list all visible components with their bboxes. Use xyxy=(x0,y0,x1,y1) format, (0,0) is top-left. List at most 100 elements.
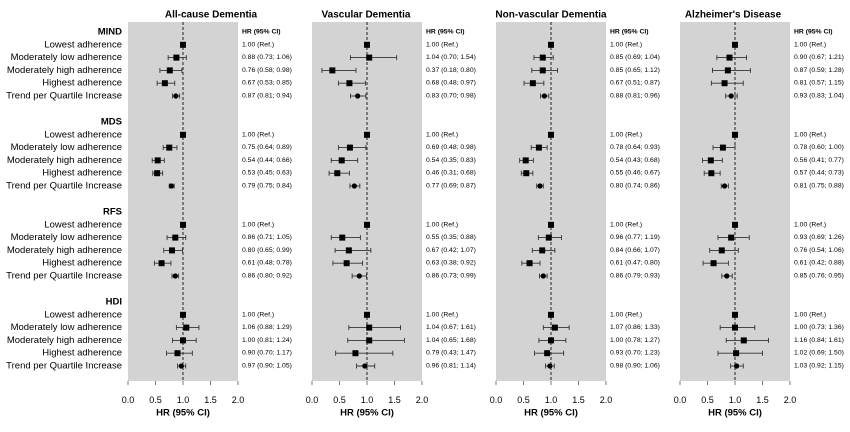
trend-hr-point xyxy=(355,93,361,99)
hr-square xyxy=(174,350,181,357)
hr-square xyxy=(338,157,345,164)
hr-ci-value: 0.54 (0.44; 0.66) xyxy=(242,157,292,164)
hr-square xyxy=(169,247,175,254)
hr-ci-value: 0.96 (0.81; 1.14) xyxy=(426,363,476,370)
x-axis-title: HR (95% CI) xyxy=(340,408,394,419)
x-tick-label: 0.5 xyxy=(149,395,162,405)
hr-ci-value: 1.00 (Ref.) xyxy=(426,221,458,228)
hr-ci-value: 1.04 (0.67; 1.61) xyxy=(426,324,476,331)
panel-non-vascular-dementia: Non-vascular Dementia HR (95% CI) 1.00 (Re… xyxy=(490,10,660,419)
hr-square xyxy=(544,350,551,357)
row-label-trend-per-quartile-increase: Trend per Quartile Increase xyxy=(6,361,122,372)
x-tick-label: 1.5 xyxy=(204,395,217,405)
trend-hr-point xyxy=(721,183,728,189)
hr-ci-value: 0.80 (0.65; 0.99) xyxy=(242,247,292,254)
hr-square xyxy=(535,144,542,151)
hr-square xyxy=(732,221,738,228)
hr-square xyxy=(710,260,717,267)
hr-ci-value: 0.61 (0.47; 0.80) xyxy=(610,260,660,267)
hr-ci-value: 0.55 (0.46; 0.67) xyxy=(610,170,660,177)
hr-ci-value: 0.87 (0.81; 0.94) xyxy=(242,93,292,100)
x-tick-label: 1.0 xyxy=(545,395,558,405)
hr-square xyxy=(548,41,554,48)
x-tick-label: 1.5 xyxy=(388,395,401,405)
x-tick-label: 1.5 xyxy=(756,395,769,405)
hr-square xyxy=(366,337,373,344)
row-label-moderately-low-adherence: Moderately low adherence xyxy=(11,322,122,333)
row-label-lowest-adherence: Lowest adherence xyxy=(44,219,122,230)
x-tick-label: 1.0 xyxy=(361,395,374,405)
hr-square xyxy=(539,67,546,74)
panel-title: Non-vascular Dementia xyxy=(495,10,607,21)
row-label-lowest-adherence: Lowest adherence xyxy=(44,309,122,320)
hr-column-header: HR (95% CI) xyxy=(794,29,833,36)
row-label-moderately-low-adherence: Moderately low adherence xyxy=(11,232,122,243)
hr-ci-value: 1.00 (Ref.) xyxy=(610,311,642,318)
x-tick-label: 1.0 xyxy=(729,395,742,405)
hr-square xyxy=(726,54,733,61)
panel-title: Alzheimer's Disease xyxy=(685,10,782,21)
row-label-trend-per-quartile-increase: Trend per Quartile Increase xyxy=(6,181,122,192)
row-label-highest-adherence: Highest adherence xyxy=(42,258,122,269)
hr-square xyxy=(166,67,173,74)
hr-ci-value: 1.07 (0.86; 1.33) xyxy=(610,324,660,331)
plot-background xyxy=(496,22,606,381)
hr-ci-value: 1.16 (0.84; 1.61) xyxy=(794,337,844,344)
trend-hr-point xyxy=(724,273,730,279)
plot-background xyxy=(680,22,790,381)
hr-square xyxy=(545,234,552,241)
trend-hr-point xyxy=(541,93,548,99)
hr-ci-value: 1.00 (Ref.) xyxy=(794,131,826,138)
hr-ci-value: 0.77 (0.69; 0.87) xyxy=(426,183,476,190)
hr-square xyxy=(548,311,554,318)
trend-hr-point xyxy=(172,273,178,279)
row-label-lowest-adherence: Lowest adherence xyxy=(44,39,122,50)
hr-ci-value: 1.00 (Ref.) xyxy=(794,41,826,48)
hr-ci-value: 1.03 (0.92; 1.15) xyxy=(794,363,844,370)
hr-square xyxy=(161,80,168,87)
hr-ci-value: 0.86 (0.73; 0.99) xyxy=(426,273,476,280)
hr-square xyxy=(180,131,186,138)
x-tick-label: 1.5 xyxy=(572,395,585,405)
hr-ci-value: 1.00 (Ref.) xyxy=(794,311,826,318)
hr-ci-value: 1.00 (Ref.) xyxy=(242,41,274,48)
row-label-trend-per-quartile-increase: Trend per Quartile Increase xyxy=(6,271,122,282)
hr-ci-value: 1.00 (Ref.) xyxy=(794,221,826,228)
hr-ci-value: 0.79 (0.43; 1.47) xyxy=(426,350,476,357)
hr-square xyxy=(334,170,341,177)
hr-square xyxy=(183,324,190,331)
hr-ci-value: 0.46 (0.31; 0.68) xyxy=(426,170,476,177)
hr-ci-value: 1.06 (0.88; 1.29) xyxy=(242,324,292,331)
hr-ci-value: 1.00 (Ref.) xyxy=(426,131,458,138)
hr-square xyxy=(732,324,738,331)
hr-column-header: HR (95% CI) xyxy=(242,29,281,36)
group-label-mds: MDS xyxy=(101,117,122,128)
hr-ci-value: 1.04 (0.65; 1.68) xyxy=(426,337,476,344)
hr-ci-value: 0.85 (0.69; 1.04) xyxy=(610,54,660,61)
hr-square xyxy=(740,337,747,344)
hr-ci-value: 0.75 (0.64; 0.89) xyxy=(242,144,292,151)
trend-hr-point xyxy=(537,183,543,189)
hr-square xyxy=(733,350,740,357)
hr-ci-value: 0.76 (0.54; 1.06) xyxy=(794,247,844,254)
hr-ci-value: 1.00 (Ref.) xyxy=(610,131,642,138)
row-label-highest-adherence: Highest adherence xyxy=(42,348,122,359)
hr-ci-value: 0.93 (0.69; 1.26) xyxy=(794,234,844,241)
hr-ci-value: 0.88 (0.81; 0.96) xyxy=(610,93,660,100)
hr-square xyxy=(154,170,161,177)
hr-square xyxy=(728,234,735,241)
hr-square xyxy=(366,324,373,331)
hr-ci-value: 0.55 (0.35; 0.88) xyxy=(426,234,476,241)
hr-ci-value: 1.00 (0.73; 1.36) xyxy=(794,324,844,331)
hr-ci-value: 0.76 (0.58; 0.98) xyxy=(242,67,292,74)
panel-all-cause-dementia: All-cause Dementia HR (95% CI) 1.00 (Ref.)… xyxy=(122,10,292,419)
hr-square xyxy=(346,80,353,87)
hr-ci-value: 0.67 (0.53; 0.85) xyxy=(242,80,292,87)
hr-ci-value: 0.54 (0.35; 0.83) xyxy=(426,157,476,164)
hr-ci-value: 0.86 (0.71; 1.05) xyxy=(242,234,292,241)
hr-square xyxy=(732,131,738,138)
hr-ci-value: 0.93 (0.83; 1.04) xyxy=(794,93,844,100)
hr-ci-value: 1.00 (Ref.) xyxy=(242,221,274,228)
hr-square xyxy=(343,260,350,267)
